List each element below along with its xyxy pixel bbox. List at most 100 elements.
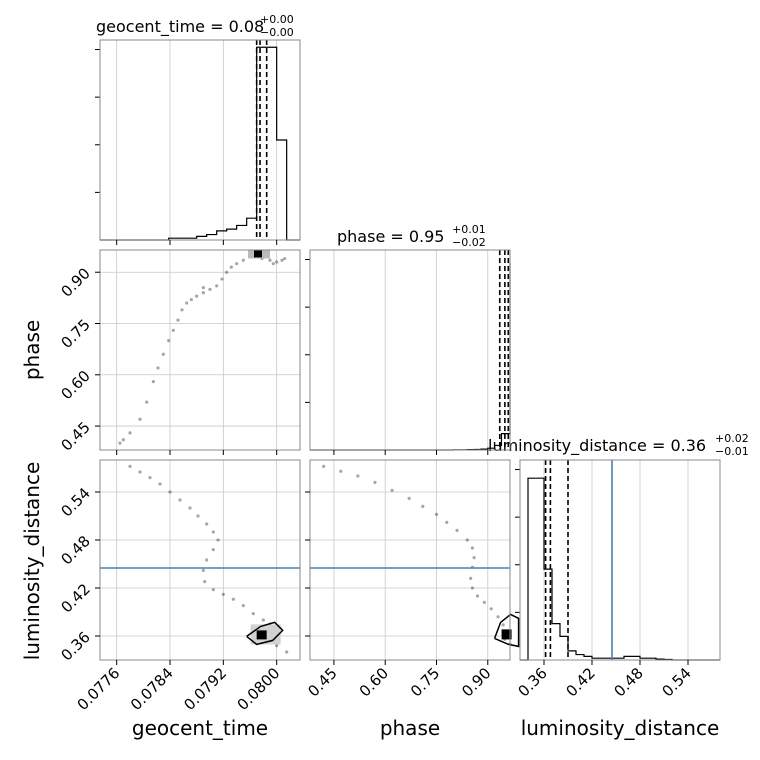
title-luminosity-distance-sub: −0.01 [715,445,749,458]
panel-gt-hist-frame [99,39,301,241]
panel-ld-ph-point-2 [356,474,360,478]
panel-ld-gt-point-16 [221,592,225,597]
panel-ld-gt-point-2 [148,476,152,480]
panel-ld-gt-point-1 [138,470,142,474]
panel-ld-gt-point-9 [211,530,215,534]
panel-ph-gt-point-19 [220,277,224,281]
panel-ld-ph-point-10 [465,538,469,542]
panel-ph-gt-point-23 [241,258,245,262]
title-geocent-time-sup: +0.00 [260,13,294,26]
panel-ph-gt-point-31 [280,258,284,262]
panel-ld-ph-point-6 [421,504,425,508]
panel-ph-gt-mode [254,250,262,258]
panel-ld-gt-point-13 [201,568,205,573]
panel-ld-ph-point-15 [470,586,474,590]
panel-ld-gt-xtick-label-1: 0.0784 [127,664,177,714]
panel-ld-ph-point-14 [469,576,473,581]
panel-ph-gt-point-15 [201,291,205,295]
panel-ph-gt-point-29 [271,262,275,266]
title-geocent-time: geocent_time = 0.08 [96,17,264,37]
panel-ld-gt-mode [256,630,267,640]
panel-ph-gt-point-30 [275,260,279,264]
panel-ld-ph-xtick-label-0: 0.45 [304,664,340,700]
panel-ld-ph-point-18 [489,607,493,611]
panel-ld-ph-point-1 [339,469,343,473]
panel-ld-gt-point-12 [205,558,209,562]
panel-ld-hist-xtick-label-3: 0.54 [658,664,694,700]
panel-ph-gt-point-9 [171,328,175,332]
panel-ld-ph-point-8 [445,520,449,525]
panel-ld-gt-xtick-label-0: 0.0776 [74,664,124,714]
panel-ld-ph-mode [501,629,512,640]
panel-ld-gt-xtick-label-3: 0.0800 [234,664,284,714]
panel-ph-gt-point-32 [283,256,287,261]
panel-ph-gt-ytick-label-0: 0.45 [57,418,93,454]
panel-ld-gt-point-15 [211,588,215,592]
panel-gt-hist-histogram [100,46,300,241]
panel-ld-ph-xtick-label-2: 0.75 [407,664,443,700]
panel-ld-gt-point-19 [251,612,255,616]
panel-ld-ph-point-16 [475,594,480,598]
panel-ph-gt-point-20 [225,270,229,274]
panel-ld-ph-xtick-label-1: 0.60 [356,664,392,700]
panel-ld-ph-point-5 [407,496,411,500]
xlabel-luminosity-distance: luminosity_distance [521,716,720,740]
panel-ld-gt-point-10 [216,538,220,542]
panel-ld-gt-point-17 [231,597,235,601]
title-phase: phase = 0.95 [337,227,444,246]
title-phase-sup: +0.01 [452,223,486,236]
panel-ph-gt-point-13 [189,297,193,302]
panel-ld-gt-point-25 [275,644,279,648]
ylabel-phase: phase [20,320,44,380]
panel-ph-gt-point-22 [235,262,239,266]
panel-ld-gt-point-20 [261,618,265,622]
panel-ph-gt-ytick-label-1: 0.60 [57,367,93,403]
panel-ld-gt-point-5 [178,498,182,502]
panel-ph-gt-point-12 [185,301,189,305]
panel-ld-gt-point-4 [168,490,172,494]
panel-ld-gt-point-7 [196,514,200,518]
panel-ph-gt-point-3 [138,417,142,421]
title-luminosity-distance: luminosity_distance = 0.36 [488,436,706,456]
ylabel-luminosity-distance: luminosity_distance [20,462,44,661]
panel-ld-gt-ytick-label-0: 0.36 [57,628,93,664]
panel-ld-ph-point-20 [501,623,505,627]
panel-ph-gt-frame [99,249,301,451]
panel-ph-gt-point-11 [180,308,184,312]
panel-ph-gt-point-4 [145,400,149,404]
panel-ld-ph-point-11 [470,546,474,550]
xlabel-geocent-time: geocent_time [132,716,268,740]
panel-ld-gt-point-3 [158,482,162,486]
panel-ph-gt-point-1 [121,438,125,442]
panel-ld-ph-point-12 [472,556,476,560]
xlabel-phase: phase [380,716,440,740]
panel-ld-ph-point-9 [455,528,459,533]
panel-ld-ph-point-4 [390,488,394,492]
panel-ld-ph-frame [309,459,511,661]
panel-ld-gt-point-26 [285,650,289,654]
panel-ph-gt-point-14 [195,294,199,298]
panel-ph-gt-ytick-label-3: 0.90 [57,264,93,300]
panel-ld-gt-ytick-label-1: 0.42 [57,580,93,616]
panel-ld-ph-point-19 [496,615,500,619]
title-geocent-time-sub: −0.00 [260,26,294,39]
panel-ph-gt-point-7 [161,352,165,356]
panel-ld-hist-histogram [520,477,720,661]
panels-layer: 0.45 0.60 0.75 0.90 0.0776 0.0784 0.0792 0.0800… [57,39,721,714]
panel-ph-gt-point-21 [229,265,233,269]
panel-ld-gt-point-18 [241,604,245,608]
panel-ph-gt-point-18 [215,284,219,288]
panel-ld-gt-ytick-label-3: 0.54 [57,484,93,520]
title-luminosity-distance-sup: +0.02 [715,432,749,445]
panel-ld-gt-point-8 [205,522,209,526]
panel-ld-gt-point-14 [203,580,207,584]
panel-ld-gt-point-11 [211,548,215,552]
panel-ph-hist-histogram [310,262,511,451]
panel-ld-gt-point-6 [188,506,192,510]
panel-ld-gt-xtick-label-2: 0.0792 [180,664,230,714]
panel-ph-gt-point-8 [167,338,171,343]
panel-ld-gt-ytick-label-2: 0.48 [57,532,93,568]
panel-ph-gt-point-28 [268,258,272,262]
panel-ph-gt-point-0 [118,441,122,445]
